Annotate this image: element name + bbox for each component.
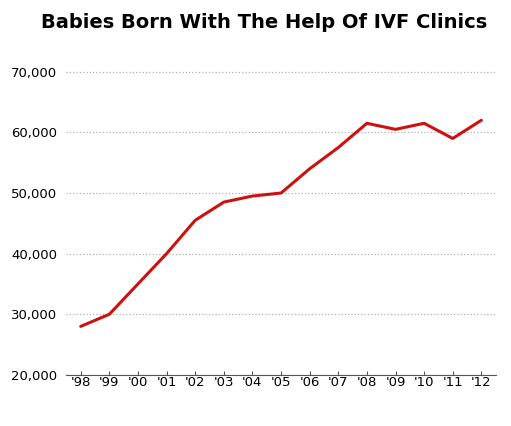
- Text: Babies Born With The Help Of IVF Clinics: Babies Born With The Help Of IVF Clinics: [41, 13, 487, 32]
